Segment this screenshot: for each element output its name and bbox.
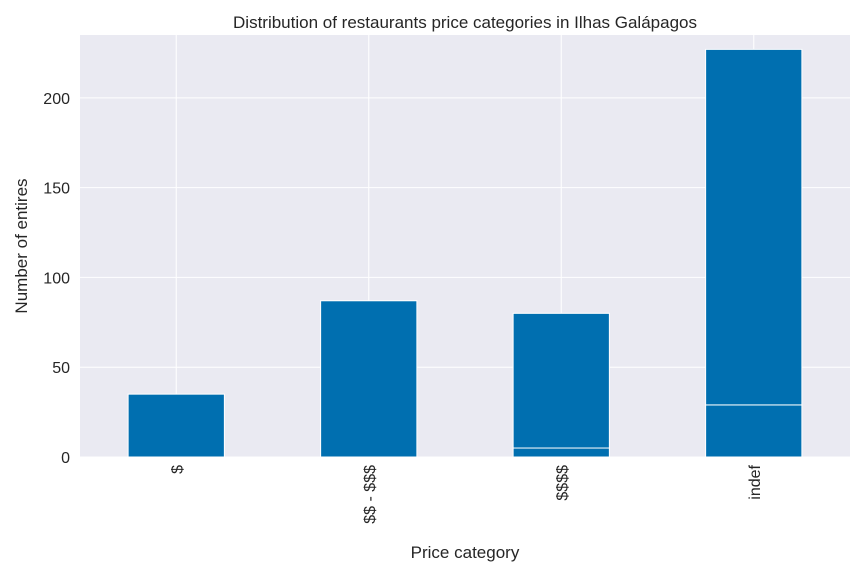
bar-segment <box>127 393 225 458</box>
bar-segment <box>512 312 610 449</box>
x-ticks: $ $$ - $$$ $$$$ indef <box>169 464 764 523</box>
x-axis-title: Price category <box>411 543 520 562</box>
bar-segment <box>512 447 610 458</box>
y-tick-label: 50 <box>52 360 70 377</box>
y-ticks: 0 50 100 150 200 <box>43 91 70 467</box>
y-tick-label: 100 <box>43 270 70 287</box>
y-tick-label: 150 <box>43 181 70 198</box>
y-tick-label: 200 <box>43 91 70 108</box>
x-tick-label: $$ - $$$ <box>362 465 379 524</box>
bar-segment <box>705 404 803 458</box>
x-tick-label: indef <box>747 464 764 499</box>
bar-segment <box>320 300 418 458</box>
y-axis-title: Number of entires <box>12 178 31 313</box>
x-tick-label: $ <box>169 465 186 474</box>
y-tick-label: 0 <box>61 450 70 467</box>
chart-title: Distribution of restaurants price catego… <box>233 13 697 32</box>
bars <box>127 48 803 458</box>
x-tick-label: $$$$ <box>554 465 571 501</box>
bar-segment <box>705 48 803 406</box>
